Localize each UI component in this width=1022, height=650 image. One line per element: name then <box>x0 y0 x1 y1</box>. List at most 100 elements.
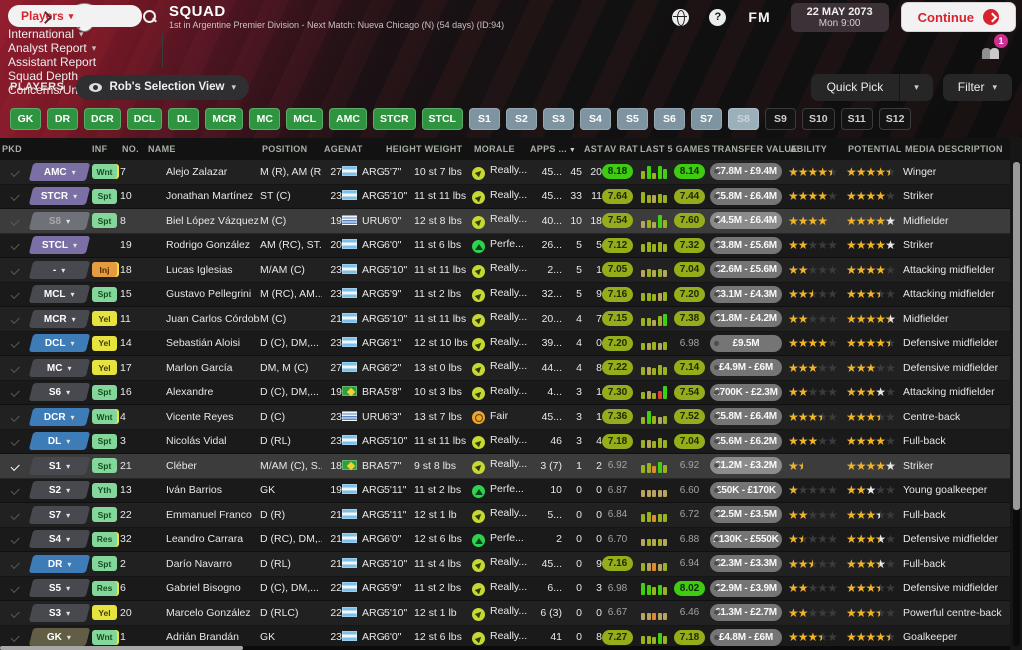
picked-cell[interactable] <box>0 362 28 374</box>
position-pill[interactable]: S1▾ <box>29 457 90 475</box>
info-tag-cell[interactable]: Spt <box>90 385 120 400</box>
picked-cell[interactable] <box>0 386 28 398</box>
column-header-age[interactable]: AGE <box>322 144 342 154</box>
search-icon[interactable] <box>143 10 157 24</box>
picked-cell[interactable] <box>0 435 28 447</box>
picked-cell[interactable] <box>0 509 28 521</box>
player-name[interactable]: Vicente Reyes <box>166 411 260 423</box>
player-row[interactable]: DCR▾Wnt4Vicente ReyesD (C)23URU6'3"13 st… <box>0 405 1010 430</box>
player-row[interactable]: S3▾Yel20Marcelo GonzálezD (RLC)22ARG5'10… <box>0 601 1010 626</box>
position-pill-cell[interactable]: S2▾ <box>28 481 90 499</box>
picked-cell[interactable] <box>0 337 28 349</box>
player-row[interactable]: DCL▾Yel14Sebastián AloisiD (C), DM,...23… <box>0 332 1010 357</box>
position-pill-cell[interactable]: S7▾ <box>28 506 90 524</box>
scrollbar-thumb[interactable] <box>0 646 243 650</box>
player-row[interactable]: STCL▾19Rodrigo GonzálezAM (RC), ST...20A… <box>0 234 1010 259</box>
position-button-s12[interactable]: S12 <box>879 108 912 130</box>
picked-cell[interactable] <box>0 533 28 545</box>
position-button-s10[interactable]: S10 <box>802 108 835 130</box>
position-pill-cell[interactable]: -▾ <box>28 261 90 279</box>
position-pill[interactable]: DR▾ <box>29 555 90 573</box>
info-tag-cell[interactable]: Spt <box>90 556 120 571</box>
player-row[interactable]: S4▾Res32Leandro CarraraD (RC), DM,...21A… <box>0 528 1010 553</box>
position-button-stcr[interactable]: STCR <box>373 108 416 130</box>
position-button-mc[interactable]: MC <box>249 108 280 130</box>
player-row[interactable]: -▾Inj18Lucas IglesiasM/AM (C)23ARG5'10"1… <box>0 258 1010 283</box>
info-tag-cell[interactable]: Wnt <box>90 164 120 179</box>
player-name[interactable]: Gustavo Pellegrini <box>166 288 260 300</box>
position-pill-cell[interactable]: MC▾ <box>28 359 90 377</box>
picked-cell[interactable] <box>0 239 28 251</box>
player-name[interactable]: Marcelo González <box>166 607 260 619</box>
position-button-s4[interactable]: S4 <box>580 108 611 130</box>
player-row[interactable]: AMC▾Wnt7Alejo ZalazarM (R), AM (R...27AR… <box>0 160 1010 185</box>
player-row[interactable]: MCR▾Yel11Juan Carlos CórdobaM (C)21ARG5'… <box>0 307 1010 332</box>
position-button-s7[interactable]: S7 <box>691 108 722 130</box>
position-pill-cell[interactable]: S3▾ <box>28 604 90 622</box>
player-row[interactable]: DL▾Spt3Nicolás VidalD (RL)23ARG5'10"11 s… <box>0 430 1010 455</box>
column-header-pkd[interactable]: PKD <box>0 144 90 154</box>
status-tag[interactable]: Spt <box>92 458 117 473</box>
player-name[interactable]: Marlon García <box>166 362 260 374</box>
position-button-stcl[interactable]: STCL <box>422 108 463 130</box>
position-button-mcr[interactable]: MCR <box>205 108 243 130</box>
info-tag-cell[interactable]: Spt <box>90 458 120 473</box>
position-pill-cell[interactable]: STCR▾ <box>28 187 90 205</box>
position-pill[interactable]: S7▾ <box>29 506 90 524</box>
continue-button[interactable]: Continue <box>901 2 1016 32</box>
position-pill[interactable]: S6▾ <box>29 383 90 401</box>
position-pill-cell[interactable]: S1▾ <box>28 457 90 475</box>
column-header-no-[interactable]: NO. <box>120 144 146 154</box>
info-tag-cell[interactable]: Yel <box>90 311 120 326</box>
column-header-ability[interactable]: ABILITY <box>788 144 846 154</box>
picked-cell[interactable] <box>0 582 28 594</box>
position-button-amc[interactable]: AMC <box>329 108 367 130</box>
player-name[interactable]: Biel López Vázquez <box>166 215 260 227</box>
position-pill-cell[interactable]: S8▾ <box>28 212 90 230</box>
picked-cell[interactable] <box>0 288 28 300</box>
column-header-morale[interactable]: MORALE <box>472 144 528 154</box>
status-tag[interactable]: Spt <box>92 385 117 400</box>
game-date[interactable]: 22 MAY 2073 Mon 9:00 <box>791 3 889 32</box>
column-header-nat[interactable]: NAT <box>342 144 384 154</box>
picked-cell[interactable] <box>0 264 28 276</box>
position-pill-cell[interactable]: GK▾ <box>28 628 90 646</box>
delegation-people-icon[interactable]: 1 <box>982 43 1004 59</box>
position-pill-cell[interactable]: S6▾ <box>28 383 90 401</box>
player-name[interactable]: Lucas Iglesias <box>166 264 260 276</box>
position-button-s9[interactable]: S9 <box>765 108 796 130</box>
position-pill[interactable]: S2▾ <box>29 481 90 499</box>
position-pill[interactable]: S4▾ <box>29 530 90 548</box>
status-tag[interactable]: Yel <box>92 605 117 620</box>
status-tag[interactable]: Spt <box>92 287 117 302</box>
position-button-gk[interactable]: GK <box>10 108 41 130</box>
position-pill[interactable]: S3▾ <box>29 604 90 622</box>
position-pill[interactable]: MC▾ <box>29 359 90 377</box>
position-pill-cell[interactable]: DCL▾ <box>28 334 90 352</box>
menu-item-assistant-report[interactable]: Assistant Report <box>8 55 142 69</box>
column-header-apps-[interactable]: APPS ...▼ <box>528 144 582 154</box>
info-tag-cell[interactable]: Wnt <box>90 409 120 424</box>
player-name[interactable]: Alejo Zalazar <box>166 166 260 178</box>
horizontal-scrollbar[interactable] <box>0 646 1010 650</box>
info-tag-cell[interactable]: Spt <box>90 287 120 302</box>
status-tag[interactable]: Yth <box>92 483 117 498</box>
position-pill[interactable]: AMC▾ <box>29 163 90 181</box>
player-row[interactable]: S5▾Res6Gabriel BisognoD (C), DM,...22ARG… <box>0 577 1010 602</box>
column-header-potential[interactable]: POTENTIAL <box>846 144 903 154</box>
position-button-dcr[interactable]: DCR <box>84 108 121 130</box>
status-tag[interactable]: Spt <box>92 556 117 571</box>
position-pill-cell[interactable]: MCL▾ <box>28 285 90 303</box>
view-selector[interactable]: Rob's Selection View ▾ <box>76 75 249 100</box>
position-button-dcl[interactable]: DCL <box>127 108 163 130</box>
position-pill[interactable]: S8▾ <box>29 212 90 230</box>
status-tag[interactable]: Yel <box>92 360 117 375</box>
picked-cell[interactable] <box>0 166 28 178</box>
player-row[interactable]: MC▾Yel17Marlon GarcíaDM, M (C)27ARG6'2"1… <box>0 356 1010 381</box>
status-tag[interactable]: Yel <box>92 336 117 351</box>
picked-cell[interactable] <box>0 190 28 202</box>
info-tag-cell[interactable]: Wnt <box>90 630 120 645</box>
column-header-ast[interactable]: AST <box>582 144 602 154</box>
position-pill[interactable]: MCR▾ <box>29 310 90 328</box>
player-row[interactable]: S8▾Spt8Biel López VázquezM (C)19URU6'0"1… <box>0 209 1010 234</box>
